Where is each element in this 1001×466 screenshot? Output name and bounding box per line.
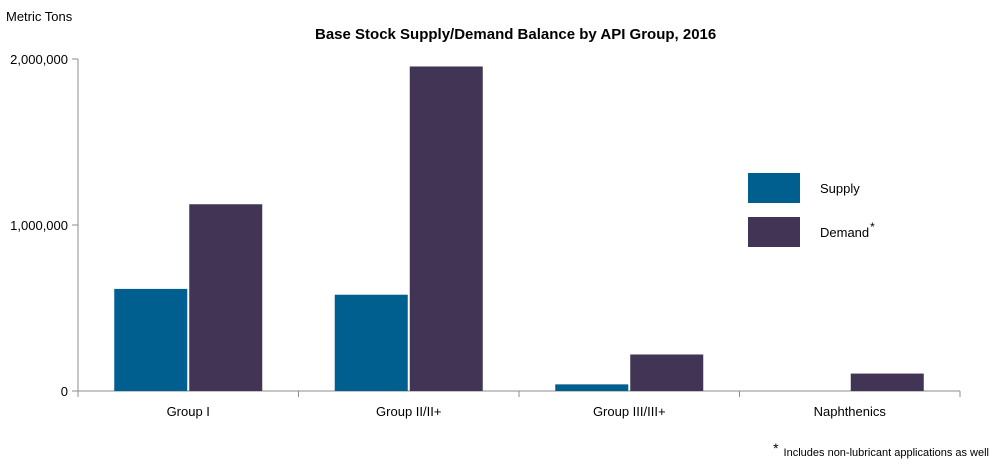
legend-swatch-demand [748,217,800,247]
chart-title: Base Stock Supply/Demand Balance by API … [315,26,717,43]
legend-label-demand: Demand [820,225,869,240]
x-tick-label: Group III/III+ [593,404,666,419]
footnote-marker: * [773,440,779,456]
legend-label-supply: Supply [820,181,860,196]
demand-bar [630,354,704,391]
demand-bar [409,66,483,391]
supply-bar [555,384,629,391]
demand-bar [850,373,924,391]
legend-swatch-supply [748,173,800,203]
demand-bar [189,204,263,391]
legend-footnote-marker: * [870,220,875,234]
y-tick-label: 0 [61,384,68,399]
y-axis-unit-label: Metric Tons [6,9,73,24]
y-tick-label: 2,000,000 [10,52,68,67]
supply-bar [334,294,408,391]
y-tick-label: 1,000,000 [10,218,68,233]
footnote: * Includes non-lubricant applications as … [773,440,989,459]
x-tick-label: Group II/II+ [376,404,441,419]
footnote-text: Includes non-lubricant applications as w… [783,447,989,459]
x-tick-label: Group I [167,404,210,419]
x-tick-label: Naphthenics [814,404,887,419]
supply-bar [114,288,188,391]
